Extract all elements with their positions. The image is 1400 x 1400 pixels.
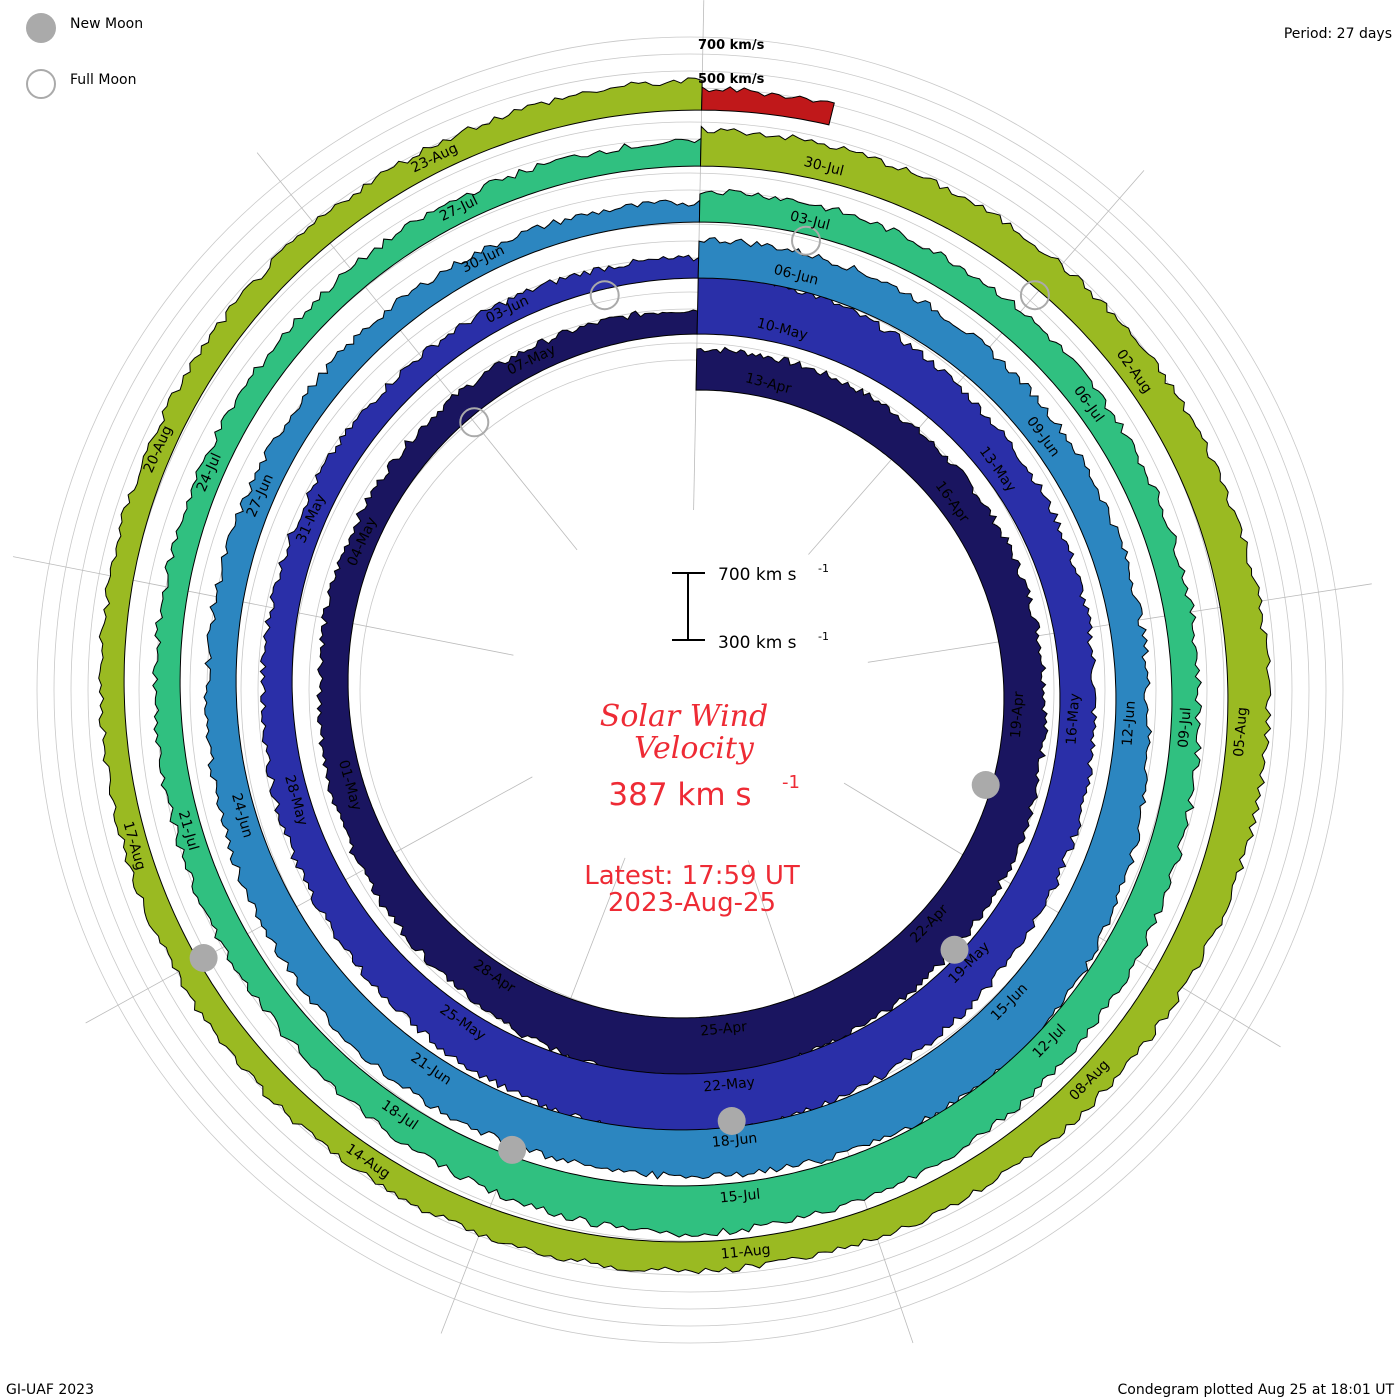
chart-title-line2: Velocity <box>634 731 755 766</box>
full-moon-legend-label: Full Moon <box>70 72 136 88</box>
rotation-6-band <box>701 86 835 126</box>
current-speed: 387 km s <box>608 777 751 813</box>
grid-ring <box>70 70 1310 1310</box>
latest-time: Latest: 17:59 UT <box>584 861 800 891</box>
grid-spoke <box>85 776 533 1024</box>
full-moon-marker <box>459 407 490 438</box>
scale-bottom-label: 300 km s <box>718 633 797 653</box>
scale-500-label: 500 km/s <box>698 72 765 87</box>
footer-credit: GI-UAF 2023 <box>6 1382 94 1398</box>
full-moon-marker <box>1019 280 1050 311</box>
new-moon-marker <box>940 935 969 964</box>
new-moon-legend-icon <box>26 13 56 43</box>
date-label: 11-Aug <box>720 1242 771 1263</box>
grid-ring <box>36 36 1344 1344</box>
grid-spoke <box>12 556 514 656</box>
grid-spoke <box>256 152 578 551</box>
current-speed-exp: -1 <box>782 772 800 793</box>
date-label: 15-Jul <box>719 1187 761 1207</box>
date-label: 05-Aug <box>1231 706 1251 757</box>
period-label: Period: 27 days <box>1284 26 1392 42</box>
date-label: 19-Apr <box>1008 691 1027 739</box>
new-moon-marker <box>717 1107 746 1135</box>
date-label: 22-May <box>703 1074 756 1095</box>
date-label: 18-Jun <box>711 1130 758 1150</box>
full-moon-legend-icon <box>26 69 56 99</box>
new-moon-legend-label: New Moon <box>70 16 143 32</box>
date-label: 09-Jul <box>1176 707 1195 749</box>
scale-top-label: 700 km s <box>718 565 797 585</box>
scale-700-label: 700 km/s <box>698 38 765 53</box>
latest-date: 2023-Aug-25 <box>608 888 776 918</box>
date-label: 25-Apr <box>700 1019 748 1040</box>
center-scale-bar <box>672 572 705 641</box>
date-label: 12-Jun <box>1120 700 1139 747</box>
footer-plotted: Condegram plotted Aug 25 at 18:01 UT <box>1118 1382 1395 1398</box>
new-moon-marker <box>498 1135 527 1164</box>
full-moon-marker <box>791 225 821 256</box>
date-label: 16-May <box>1063 693 1083 746</box>
rotation-bands <box>98 77 1272 1275</box>
rotation-2-band <box>259 254 1098 1140</box>
scale-bottom-exp: -1 <box>818 630 829 643</box>
full-moon-marker <box>589 280 620 311</box>
new-moon-marker <box>189 944 218 972</box>
new-moon-marker <box>971 771 1000 799</box>
grid-ring <box>53 53 1327 1327</box>
chart-title-line1: Solar Wind <box>600 699 768 734</box>
scale-top-exp: -1 <box>818 562 829 575</box>
moon-markers <box>189 225 1050 1164</box>
